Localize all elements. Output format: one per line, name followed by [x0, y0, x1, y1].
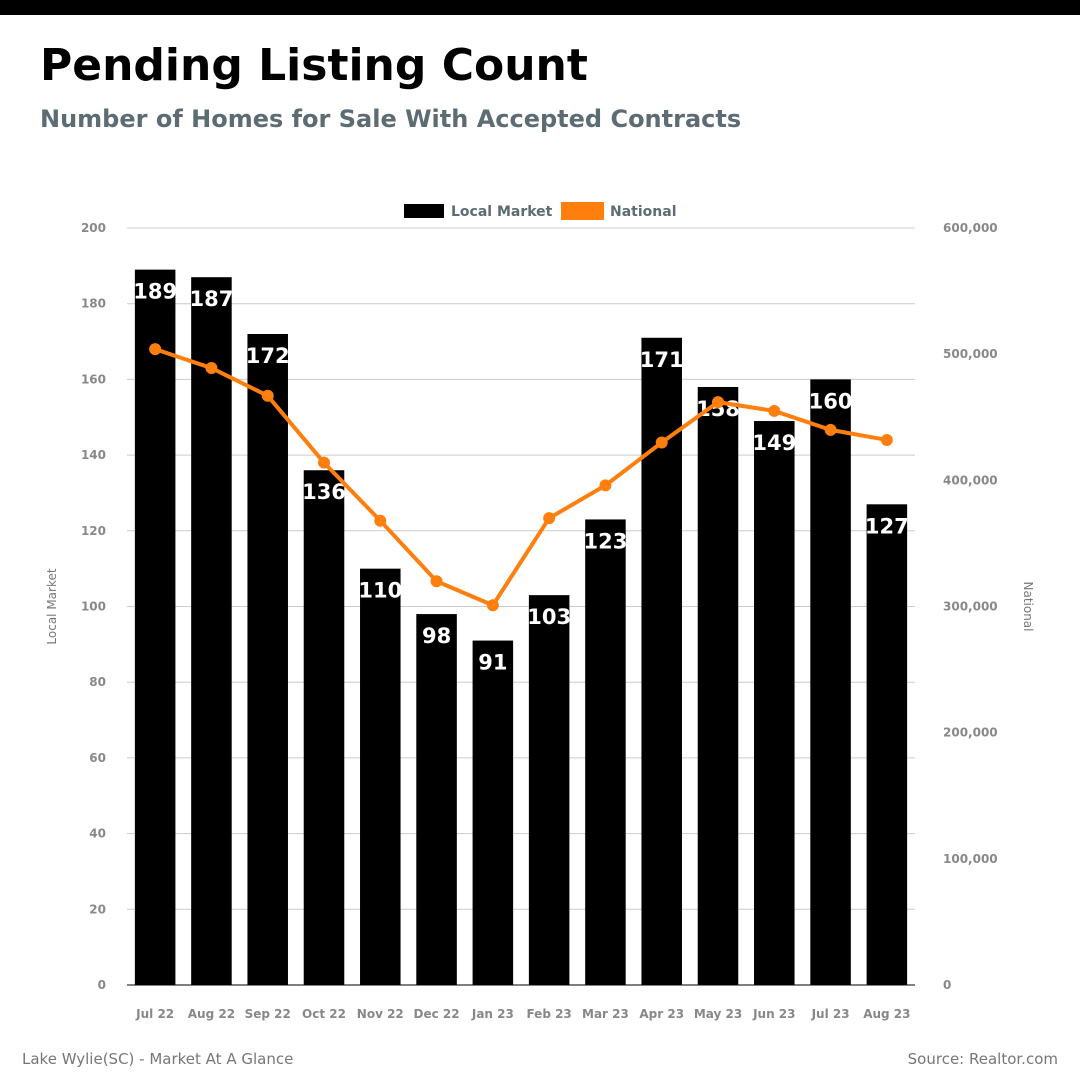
x-tick-label: Jul 22 — [135, 1007, 174, 1021]
national-point — [486, 599, 499, 612]
y-left-tick-label: 120 — [81, 524, 106, 538]
footer-source: Source: Realtor.com — [907, 1050, 1058, 1068]
y-left-tick-label: 20 — [89, 902, 106, 916]
x-tick-label: Aug 22 — [188, 1007, 235, 1021]
bar-value-label: 136 — [302, 480, 346, 504]
national-point — [149, 343, 162, 356]
national-point — [599, 479, 612, 492]
x-tick-label: Feb 23 — [526, 1007, 571, 1021]
national-point — [824, 423, 837, 436]
bar-value-label: 187 — [190, 287, 234, 311]
legend-swatch-local — [404, 204, 444, 218]
bar — [810, 379, 851, 985]
national-point — [712, 396, 724, 409]
bar — [134, 269, 176, 985]
footer-market: Lake Wylie(SC) - Market At A Glance — [22, 1050, 294, 1068]
bar — [191, 277, 232, 986]
bar — [585, 519, 626, 985]
bar — [472, 640, 514, 985]
legend-label-local: Local Market — [451, 204, 553, 220]
national-point — [205, 362, 218, 375]
national-point — [655, 436, 668, 449]
y-left-tick-label: 80 — [89, 675, 106, 689]
y-right-tick-label: 500,000 — [943, 347, 998, 361]
y-right-axis-title: National — [1021, 581, 1035, 631]
bar — [697, 386, 739, 986]
y-left-tick-label: 60 — [89, 751, 106, 765]
x-tick-label: Dec 22 — [414, 1007, 460, 1021]
national-point — [318, 456, 330, 469]
y-left-tick-label: 40 — [89, 827, 106, 841]
bar — [360, 568, 401, 985]
national-point — [430, 575, 443, 588]
national-point — [880, 433, 893, 446]
legend-label-national: National — [610, 204, 677, 220]
top-bar — [0, 0, 1080, 15]
y-right-tick-label: 300,000 — [943, 600, 998, 614]
bar-value-label: 127 — [865, 514, 909, 538]
bar-value-label: 149 — [752, 431, 796, 455]
bar — [528, 595, 570, 985]
bar-value-label: 98 — [422, 624, 451, 648]
y-right-tick-label: 0 — [943, 978, 951, 992]
x-tick-label: Oct 22 — [302, 1007, 346, 1021]
chart-title: Pending Listing Count — [40, 40, 588, 91]
bar-value-label: 103 — [527, 605, 571, 629]
y-right-tick-label: 600,000 — [943, 221, 998, 235]
national-point — [768, 404, 781, 417]
bar-value-label: 189 — [133, 280, 177, 304]
y-right-tick-label: 100,000 — [943, 852, 998, 866]
legend-swatch-national — [561, 202, 604, 220]
bar-value-label: 160 — [809, 389, 853, 413]
y-left-tick-label: 180 — [81, 297, 106, 311]
bar-value-label: 172 — [246, 344, 290, 368]
x-tick-label: Mar 23 — [582, 1007, 629, 1021]
x-tick-label: May 23 — [694, 1007, 742, 1021]
bar — [754, 421, 795, 985]
bar — [866, 504, 908, 985]
national-point — [374, 514, 387, 527]
x-tick-label: Aug 23 — [863, 1007, 910, 1021]
bar — [247, 333, 288, 986]
national-point — [543, 512, 556, 525]
y-right-tick-label: 400,000 — [943, 473, 998, 487]
y-left-tick-label: 100 — [81, 600, 106, 614]
national-point — [261, 389, 274, 402]
x-tick-label: Apr 23 — [639, 1007, 684, 1021]
bar-value-label: 91 — [478, 651, 507, 675]
bar — [303, 470, 345, 985]
bar-value-label: 123 — [584, 529, 628, 553]
y-left-tick-label: 200 — [81, 221, 106, 235]
x-tick-label: Nov 22 — [357, 1007, 404, 1021]
national-line — [154, 347, 888, 608]
bar — [416, 614, 457, 985]
y-left-tick-label: 140 — [81, 448, 106, 462]
x-tick-label: Sep 22 — [245, 1007, 291, 1021]
bar-value-label: 171 — [640, 348, 684, 372]
x-tick-label: Jun 23 — [752, 1007, 795, 1021]
y-right-tick-label: 200,000 — [943, 726, 998, 740]
bar — [641, 337, 682, 985]
bar-value-label: 110 — [358, 579, 402, 603]
y-left-tick-label: 0 — [98, 978, 106, 992]
y-left-tick-label: 160 — [81, 372, 106, 386]
y-left-axis-title: Local Market — [45, 568, 59, 644]
chart-subtitle: Number of Homes for Sale With Accepted C… — [40, 105, 742, 133]
x-tick-label: Jan 23 — [471, 1007, 514, 1021]
x-tick-label: Jul 23 — [811, 1007, 850, 1021]
